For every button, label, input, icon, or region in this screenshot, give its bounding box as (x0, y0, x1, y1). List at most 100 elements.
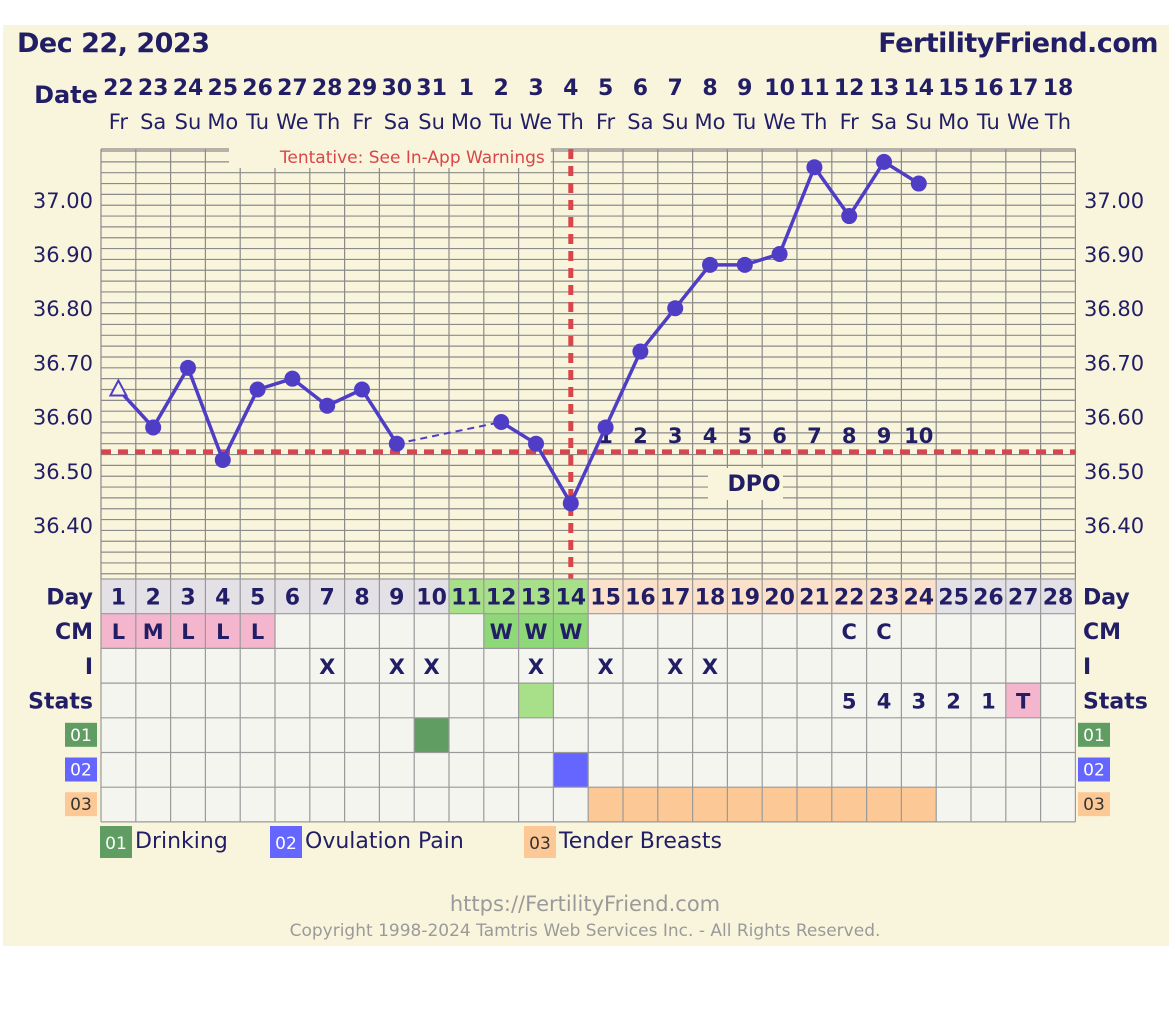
cycle-day: 7 (320, 585, 335, 610)
cycle-day: 9 (389, 585, 404, 610)
temperature-point (528, 435, 544, 452)
date-label: 23 (138, 76, 169, 101)
weekday-label: Fr (352, 110, 372, 134)
cycle-day: 22 (834, 585, 865, 610)
cycle-day: 10 (416, 585, 447, 610)
cycle-day: 20 (764, 585, 795, 610)
cm-cell-bg (205, 613, 241, 649)
stats-value: 5 (842, 689, 857, 713)
day-cell-bg (762, 579, 797, 614)
date-label: 29 (347, 76, 378, 101)
legend-swatch (270, 826, 302, 858)
symptom-cell (414, 717, 449, 753)
temperature-point (806, 159, 823, 176)
weekday-label: Su (662, 110, 689, 134)
cycle-day: 12 (486, 585, 517, 610)
date-label: 15 (938, 76, 969, 101)
weekday-label: Sa (140, 110, 166, 134)
symptom-cell (588, 787, 623, 822)
symptom-cell (866, 787, 902, 822)
symptom-code-left: 02 (70, 761, 92, 781)
cm-cell-bg (101, 613, 136, 649)
y-tick-label-right: 37.00 (1084, 189, 1144, 213)
date-label: 30 (381, 76, 412, 101)
date-label: 9 (737, 76, 752, 101)
tentative-warning: Tentative: See In-App Warnings (279, 148, 545, 168)
chart-date-title: Dec 22, 2023 (17, 28, 210, 59)
date-label: 25 (207, 76, 238, 101)
day-cell-bg (275, 579, 310, 614)
day-cell-bg (379, 579, 415, 614)
row-label-right: CM (1083, 620, 1121, 645)
row-label-right: Day (1083, 585, 1130, 610)
day-cell-bg (1040, 579, 1076, 614)
dpo-number: 4 (703, 424, 718, 448)
day-cell-bg (936, 579, 971, 614)
weekday-label: Su (905, 110, 932, 134)
temperature-point-open (108, 378, 129, 397)
y-tick-label-right: 36.80 (1084, 297, 1144, 321)
cm-cell-bg (483, 613, 519, 649)
cm-value: L (181, 620, 194, 644)
temperature-point (771, 246, 788, 262)
weekday-label: Th (1044, 110, 1071, 134)
weekday-label: Tu (976, 110, 1000, 134)
cycle-day: 4 (215, 585, 230, 610)
cycle-day: 15 (590, 585, 621, 610)
warning-backdrop (229, 148, 551, 168)
cycle-day: 19 (729, 585, 760, 610)
temperature-point (354, 381, 370, 398)
stats-value: 1 (981, 689, 996, 713)
temperature-point (562, 495, 579, 512)
symptom-cell (727, 787, 763, 822)
y-tick-label-right: 36.60 (1084, 406, 1144, 430)
day-cell-bg (414, 579, 449, 614)
stats-value: 3 (911, 689, 926, 713)
weekday-label: Sa (627, 110, 653, 134)
cycle-day: 26 (973, 585, 1004, 610)
temperature-point (876, 153, 892, 170)
legend-code: 03 (529, 834, 551, 854)
footer-url[interactable]: https://FertilityFriend.com (449, 892, 721, 916)
day-cell-bg (866, 579, 902, 614)
weekday-label: Fr (109, 110, 129, 134)
y-tick-label-left: 36.40 (33, 514, 93, 538)
cycle-day: 21 (799, 585, 830, 610)
y-tick-label-left: 36.70 (33, 351, 93, 375)
cycle-day: 28 (1043, 585, 1074, 610)
day-cell-bg (831, 579, 867, 614)
date-label: 6 (633, 76, 648, 101)
symptom-code-right: 03 (1083, 795, 1105, 815)
date-label: 12 (834, 76, 865, 101)
weekday-label: Th (313, 110, 340, 134)
day-cell-bg (901, 579, 937, 614)
date-label: 17 (1008, 76, 1039, 101)
temperature-point (597, 419, 614, 436)
symptom-badge-right (1078, 792, 1110, 817)
day-cell-bg (518, 579, 554, 614)
symptom-code-right: 02 (1083, 761, 1105, 781)
intercourse-mark: X (319, 655, 335, 679)
temperature-point (145, 419, 162, 436)
weekday-label: Th (800, 110, 827, 134)
weekday-label: Fr (840, 110, 860, 134)
date-label: 10 (764, 76, 795, 101)
legend-label: Tender Breasts (558, 829, 722, 854)
weekday-label: We (763, 110, 795, 134)
day-cell-bg (135, 579, 171, 614)
brand-name[interactable]: FertilityFriend.com (878, 28, 1158, 59)
temperature-point (284, 370, 301, 387)
dpo-number: 3 (668, 424, 683, 448)
weekday-label: Fr (596, 110, 616, 134)
date-label: 11 (799, 76, 830, 101)
weekday-label: Mo (207, 110, 238, 134)
cm-value: L (112, 620, 125, 644)
temperature-gap-line (396, 421, 502, 445)
dpo-number: 5 (737, 424, 752, 448)
cycle-day: 13 (521, 585, 552, 610)
temperature-point (388, 435, 405, 452)
row-label-left: Stats (28, 689, 93, 714)
y-tick-label-left: 37.00 (33, 189, 93, 213)
dpo-number: 9 (877, 424, 892, 448)
day-cell-bg (309, 579, 345, 614)
